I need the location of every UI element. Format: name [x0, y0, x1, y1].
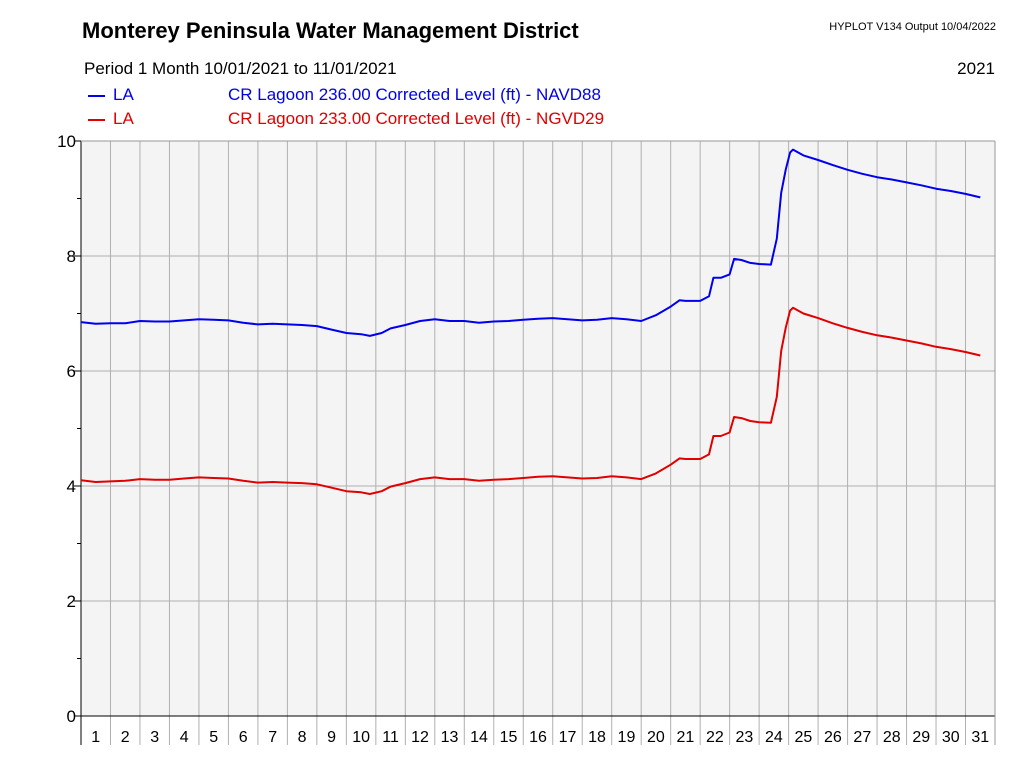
- output-meta: HYPLOT V134 Output 10/04/2022: [829, 21, 996, 33]
- x-tick-label: 1: [91, 729, 100, 746]
- x-tick-label: 9: [327, 729, 336, 746]
- legend-swatch: [88, 94, 105, 97]
- y-tick-label: 10: [57, 132, 76, 151]
- x-tick-label: 31: [971, 729, 989, 746]
- x-tick-label: 20: [647, 729, 665, 746]
- y-tick-label: 0: [67, 707, 76, 726]
- x-tick-label: 28: [883, 729, 901, 746]
- legend-site: LA: [113, 109, 134, 128]
- x-tick-label: 5: [209, 729, 218, 746]
- x-tick-label: 22: [706, 729, 724, 746]
- legend-site: LA: [113, 85, 134, 104]
- y-tick-label: 8: [67, 247, 76, 266]
- legend-swatch: [88, 118, 105, 121]
- x-tick-label: 26: [824, 729, 842, 746]
- legend-label: CR Lagoon 236.00 Corrected Level (ft) - …: [228, 85, 601, 104]
- x-tick-label: 17: [559, 729, 577, 746]
- x-tick-label: 15: [500, 729, 518, 746]
- x-tick-label: 19: [618, 729, 636, 746]
- legend-entry-navd88: LA CR Lagoon 236.00 Corrected Level (ft) …: [88, 85, 601, 105]
- x-tick-label: 23: [735, 729, 753, 746]
- y-tick-label: 6: [67, 362, 76, 381]
- y-tick-label: 4: [67, 477, 76, 496]
- legend-label: CR Lagoon 233.00 Corrected Level (ft) - …: [228, 109, 605, 128]
- x-tick-label: 30: [942, 729, 960, 746]
- x-tick-label: 11: [382, 729, 399, 746]
- plot-background: [81, 141, 995, 716]
- x-tick-label: 8: [298, 729, 307, 746]
- x-tick-label: 7: [268, 729, 277, 746]
- x-tick-label: 2: [121, 729, 130, 746]
- year-label: 2021: [957, 59, 995, 78]
- y-tick-label: 2: [67, 592, 76, 611]
- series-line-navd88: [80, 148, 981, 337]
- x-tick-label: 3: [150, 729, 159, 746]
- x-tick-label: 4: [180, 729, 189, 746]
- x-tick-label: 6: [239, 729, 248, 746]
- x-tick-label: 27: [853, 729, 871, 746]
- page-title: Monterey Peninsula Water Management Dist…: [82, 18, 579, 43]
- x-tick-label: 21: [677, 729, 695, 746]
- x-tick-label: 25: [794, 729, 812, 746]
- x-tick-label: 14: [470, 729, 488, 746]
- period-range: Period 1 Month 10/01/2021 to 11/01/2021: [84, 59, 397, 78]
- x-tick-label: 16: [529, 729, 547, 746]
- x-tick-label: 29: [912, 729, 930, 746]
- x-tick-label: 18: [588, 729, 606, 746]
- x-tick-label: 12: [411, 729, 429, 746]
- legend-entry-ngvd29: LA CR Lagoon 233.00 Corrected Level (ft) …: [88, 109, 604, 129]
- x-tick-label: 10: [352, 729, 370, 746]
- x-tick-label: 13: [441, 729, 459, 746]
- series-line-ngvd29: [80, 306, 981, 495]
- x-tick-label: 24: [765, 729, 783, 746]
